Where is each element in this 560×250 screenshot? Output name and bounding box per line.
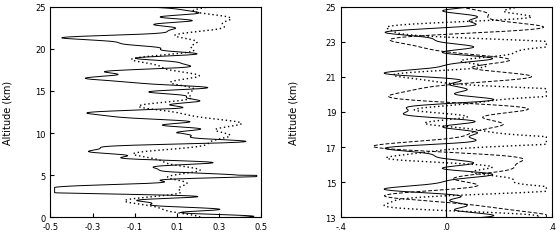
Y-axis label: Altitude (km): Altitude (km) [2, 80, 12, 144]
Y-axis label: Altitude (km): Altitude (km) [289, 80, 299, 144]
